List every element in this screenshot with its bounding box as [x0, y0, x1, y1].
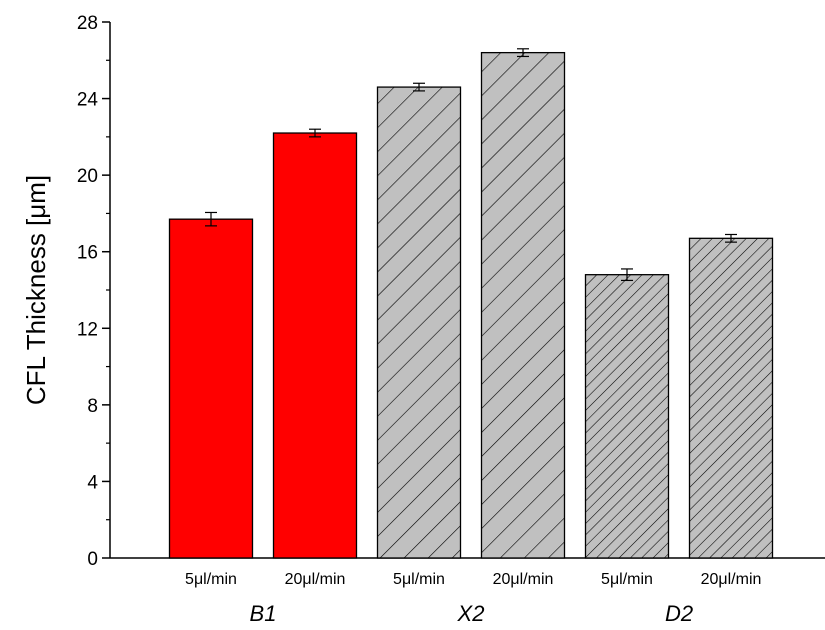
group-label: D2: [665, 601, 693, 626]
group-label: B1: [250, 601, 277, 626]
y-tick-label: 12: [77, 319, 98, 340]
bar: [688, 237, 774, 559]
y-tick-label: 16: [77, 243, 98, 264]
bar: [376, 86, 462, 559]
category-label: 5μl/min: [185, 571, 237, 588]
category-label: 20μl/min: [493, 571, 554, 588]
group-label: X2: [457, 601, 485, 626]
y-axis-title: CFL Thickness [μm]: [21, 175, 51, 405]
bars: [168, 48, 774, 559]
y-axis: 0 4 8 12 16 20 24 28: [77, 13, 111, 570]
category-label: 20μl/min: [701, 571, 762, 588]
category-label: 5μl/min: [393, 571, 445, 588]
bar: [272, 132, 358, 559]
bar: [584, 274, 670, 559]
bar: [480, 51, 566, 559]
y-tick-label: 4: [87, 472, 98, 493]
category-label: 20μl/min: [285, 571, 346, 588]
bar: [168, 218, 254, 559]
category-label: 5μl/min: [601, 571, 653, 588]
y-tick-label: 20: [77, 166, 98, 187]
y-tick-label: 0: [87, 549, 98, 570]
y-tick-label: 8: [87, 396, 98, 417]
y-tick-label: 28: [77, 13, 98, 34]
y-tick-label: 24: [77, 90, 99, 111]
labels: 5μl/min 20μl/min 5μl/min 20μl/min 5μl/min 20μ…: [185, 571, 761, 626]
